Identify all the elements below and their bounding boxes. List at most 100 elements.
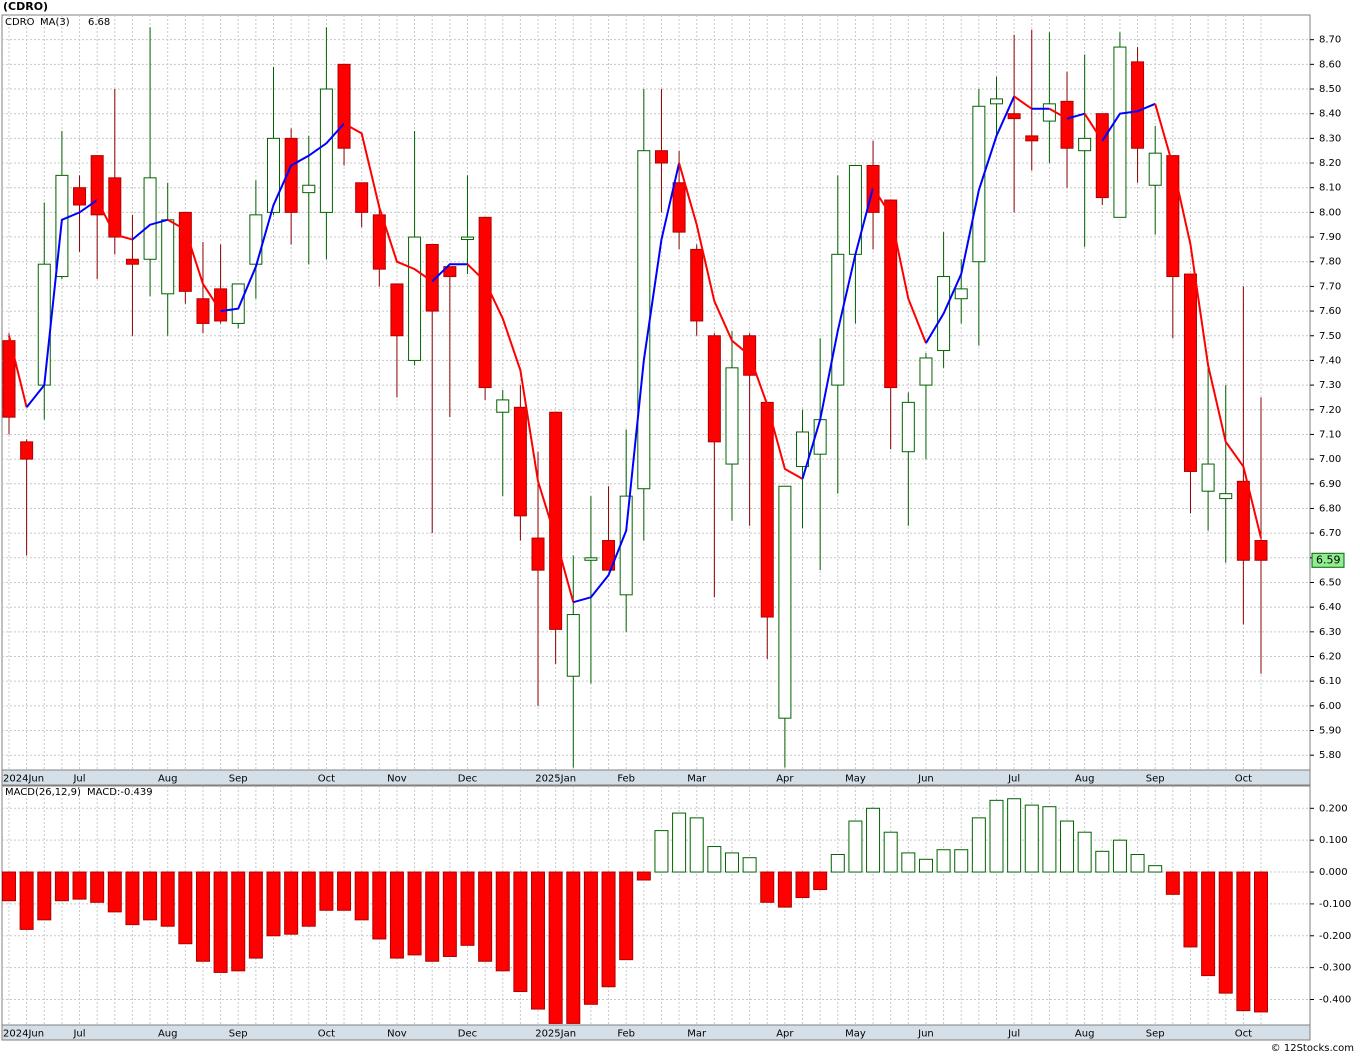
moving-average-line <box>678 162 804 480</box>
candle-body <box>214 288 228 322</box>
macd-bar <box>1148 865 1163 873</box>
y-tick-label: 0.100 <box>1319 835 1348 846</box>
macd-bar <box>583 871 598 1005</box>
y-tick-label: 7.40 <box>1319 355 1341 366</box>
y-tick-label: 7.80 <box>1319 257 1341 268</box>
y-tick-label: 5.90 <box>1319 726 1341 737</box>
moving-average-line <box>1048 107 1068 120</box>
macd-bar <box>1024 804 1039 873</box>
y-tick-label: -0.400 <box>1319 995 1351 1006</box>
candle-body <box>549 411 563 630</box>
candle-body <box>143 177 157 260</box>
macd-bar <box>813 871 828 891</box>
candle-body <box>231 283 245 324</box>
macd-bar <box>883 831 898 873</box>
candle-body <box>531 537 545 571</box>
macd-bar <box>160 871 175 927</box>
y-tick-label: -0.200 <box>1319 931 1351 942</box>
y-tick-label: 6.70 <box>1319 528 1341 539</box>
y-tick-label: 8.20 <box>1319 158 1341 169</box>
macd-bar <box>531 871 546 1010</box>
candle-body <box>178 211 192 292</box>
y-tick-label: 7.20 <box>1319 405 1341 416</box>
y-tick-label: 8.60 <box>1319 59 1341 70</box>
candle-body <box>1113 46 1127 218</box>
x-axis-band <box>1 769 1311 786</box>
candle-body <box>796 431 810 468</box>
candle-body <box>919 357 933 386</box>
macd-bar <box>2 871 16 902</box>
moving-average-line <box>801 187 875 480</box>
candle-body <box>619 495 633 596</box>
candle-body <box>108 177 122 238</box>
macd-bar <box>1007 798 1022 873</box>
moving-average-line <box>466 263 575 603</box>
macd-bar <box>918 858 933 873</box>
y-tick-label: 6.10 <box>1319 676 1341 687</box>
y-tick-label: 6.40 <box>1319 602 1341 613</box>
moving-average-line <box>8 335 28 408</box>
x-tick-label: Jul <box>1007 774 1020 785</box>
macd-bar <box>301 871 316 927</box>
macd-bar <box>724 852 739 873</box>
x-tick-label: Feb <box>617 774 635 785</box>
macd-bar <box>213 871 228 973</box>
macd-bar <box>1165 871 1180 895</box>
moving-average-line <box>1066 112 1085 120</box>
macd-bar <box>90 871 105 903</box>
macd-bar <box>1060 820 1075 873</box>
y-tick-label: 8.30 <box>1319 133 1341 144</box>
y-tick-label: -0.100 <box>1319 899 1351 910</box>
macd-bar <box>407 871 422 956</box>
macd-bar <box>1218 871 1233 994</box>
y-tick-label: 8.10 <box>1319 183 1341 194</box>
candle-body <box>884 199 898 389</box>
candle-body <box>161 219 175 295</box>
candle-body <box>337 63 351 149</box>
x-tick-label: Dec <box>458 1029 477 1040</box>
y-tick-label: 7.00 <box>1319 454 1341 465</box>
moving-average-line <box>220 122 345 313</box>
y-tick-label: 0.200 <box>1319 803 1348 814</box>
moving-average-line <box>1083 113 1104 142</box>
x-tick-label: Aug <box>1075 1029 1095 1040</box>
candle-body <box>672 182 686 233</box>
x-tick-label: Sep <box>229 774 248 785</box>
y-tick-label: 7.50 <box>1319 331 1341 342</box>
macd-bar <box>1236 871 1251 1012</box>
y-tick-label: -0.300 <box>1319 963 1351 974</box>
x-tick-label: Jul <box>72 1029 85 1040</box>
candle-body <box>725 367 739 465</box>
x-tick-label: Aug <box>158 774 178 785</box>
footer: © 12Stocks.com <box>1271 1043 1354 1054</box>
last-price-box <box>1311 552 1345 568</box>
x-tick-label: May <box>845 774 866 785</box>
candle-body <box>901 401 915 453</box>
x-tick-label: Sep <box>1146 774 1165 785</box>
x-tick-label: 2024Jun <box>3 774 44 785</box>
candle-body <box>972 105 986 263</box>
candle-body <box>1095 113 1109 199</box>
moving-average-line <box>131 218 168 241</box>
candle-body <box>1148 152 1162 186</box>
legend-macd-value: MACD:-0.439 <box>87 787 153 798</box>
panel-0: 5.805.906.006.106.206.306.406.506.606.70… <box>1 14 1341 786</box>
x-tick-label: Oct <box>318 774 335 785</box>
macd-bar <box>37 871 52 921</box>
x-tick-label: Sep <box>1146 1029 1165 1040</box>
candle-body <box>654 150 668 164</box>
candle-body <box>566 614 580 677</box>
candle-body <box>1025 135 1039 142</box>
y-tick-label: 8.00 <box>1319 207 1341 218</box>
moving-average-line <box>25 199 98 408</box>
x-tick-label: Oct <box>1235 1029 1252 1040</box>
moving-average-line <box>343 122 433 283</box>
moving-average-line <box>167 218 222 312</box>
chart-title: (CDRO) <box>3 0 48 13</box>
candle-body <box>73 187 87 206</box>
candle-body <box>1166 155 1180 278</box>
y-tick-label: 7.70 <box>1319 281 1341 292</box>
candle-body <box>1007 113 1021 120</box>
macd-bar <box>125 871 140 926</box>
candle-body <box>1254 540 1268 561</box>
